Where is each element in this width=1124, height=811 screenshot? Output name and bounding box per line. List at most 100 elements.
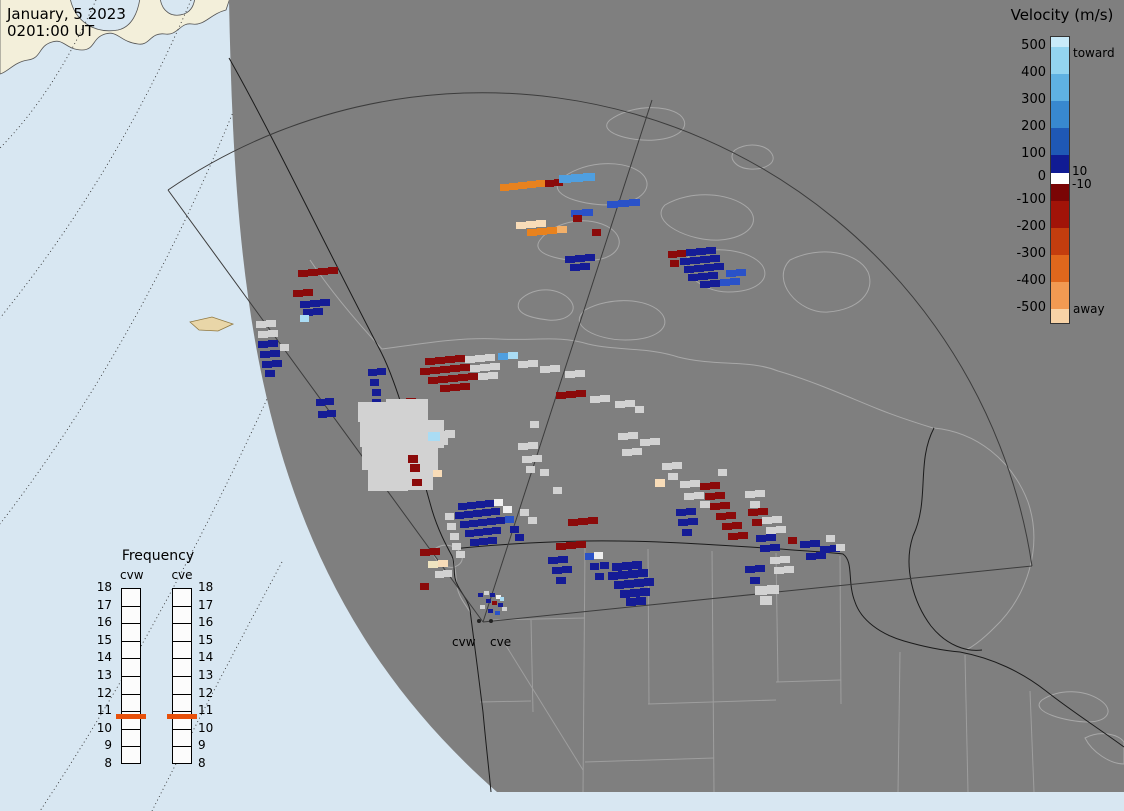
velocity-cell [458, 374, 468, 381]
velocity-cell [478, 519, 487, 526]
velocity-cell [810, 540, 820, 547]
velocity-cell [770, 557, 780, 564]
pos-threshold-label: 10 [1072, 164, 1088, 178]
velocity-cell [500, 597, 504, 601]
frequency-tick: 16 [96, 615, 112, 630]
velocity-cell [485, 500, 494, 507]
velocity-cell [630, 589, 640, 597]
velocity-cell [447, 523, 456, 530]
velocity-cell [420, 549, 430, 556]
colorbar-tick: 300 [1021, 92, 1046, 107]
velocity-cell [420, 583, 429, 590]
velocity-cell [767, 585, 779, 594]
velocity-cell [482, 509, 491, 516]
velocity-cell [636, 597, 646, 605]
velocity-cell [300, 301, 310, 308]
velocity-cell [516, 222, 526, 229]
velocity-cell [265, 370, 275, 377]
frequency-column-cve: cve [171, 568, 193, 582]
state-border-lines [479, 544, 1035, 793]
colorbar-tick: -500 [1016, 300, 1046, 315]
frequency-ladder-cvw [121, 588, 141, 764]
velocity-cell [640, 588, 650, 596]
colorbar-segment [1051, 309, 1069, 323]
velocity-cell [435, 357, 445, 364]
velocity-cell [258, 341, 268, 348]
velocity-cell [368, 369, 377, 376]
velocity-cell [710, 255, 720, 262]
velocity-cell [772, 516, 782, 523]
velocity-cell [556, 543, 566, 550]
velocity-cell [592, 229, 601, 236]
velocity-cell [268, 340, 278, 347]
velocity-cell [688, 518, 698, 525]
velocity-cell [270, 350, 280, 357]
frequency-tick: 9 [104, 738, 112, 753]
velocity-cell [638, 569, 648, 577]
velocity-cell [694, 265, 704, 272]
velocity-cell [440, 385, 450, 392]
colorbar-tick: 0 [1037, 169, 1046, 184]
radar-site-dot-cve [489, 619, 493, 623]
velocity-cell [708, 272, 718, 279]
frequency-marker-cvw [116, 714, 146, 719]
velocity-cell [568, 519, 578, 526]
velocity-cell [368, 469, 408, 491]
velocity-cell [450, 365, 460, 372]
colorbar-segment [1051, 228, 1069, 255]
velocity-cell [266, 320, 276, 327]
velocity-cell [420, 368, 430, 375]
velocity-cell [528, 517, 537, 524]
frequency-tick: 13 [96, 668, 112, 682]
velocity-cell [710, 280, 720, 287]
velocity-cell [726, 270, 736, 277]
velocity-cell [816, 552, 826, 559]
velocity-cell [585, 254, 595, 261]
velocity-cell [578, 518, 588, 525]
velocity-cell [500, 184, 509, 191]
velocity-cell [806, 553, 816, 560]
velocity-cell [480, 605, 485, 609]
velocity-cell [698, 273, 708, 280]
velocity-cell [575, 255, 585, 262]
graticule-dotted-lines [0, 0, 299, 811]
velocity-cell [686, 249, 696, 256]
velocity-cell [537, 228, 547, 235]
frequency-ladder-cve [172, 588, 192, 764]
colorbar-tick: -200 [1016, 219, 1046, 234]
colorbar-title: Velocity (m/s) [1010, 6, 1114, 24]
velocity-cell [762, 517, 772, 524]
velocity-cell [766, 527, 776, 534]
velocity-cell [478, 373, 488, 380]
frequency-tick: 9 [198, 738, 206, 753]
velocity-cell [491, 508, 500, 515]
velocity-cell [696, 248, 706, 255]
velocity-cell [830, 545, 840, 552]
frequency-tick: 11 [198, 703, 214, 718]
velocity-cell [618, 571, 628, 579]
velocity-cell [318, 268, 328, 275]
velocity-cell [570, 264, 580, 271]
velocity-cell [425, 358, 435, 365]
radar-label-cve: cve [490, 635, 512, 649]
velocity-cell [452, 543, 461, 550]
velocity-cell [766, 534, 776, 541]
velocity-cell [327, 410, 336, 417]
colorbar-tick: -300 [1016, 246, 1046, 261]
velocity-cell [256, 321, 266, 328]
velocity-cell [310, 300, 320, 307]
velocity-cell [496, 517, 505, 524]
velocity-cell [800, 541, 810, 548]
frequency-rung [173, 711, 191, 713]
velocity-cell [483, 528, 492, 535]
frequency-rung [173, 676, 191, 677]
colorbar-tick: 500 [1021, 38, 1046, 53]
frequency-tick: 12 [198, 685, 214, 700]
velocity-cell [536, 220, 546, 227]
velocity-cell [566, 391, 576, 398]
velocity-cell [505, 516, 514, 523]
aleutian-land-sliver [189, 316, 235, 332]
velocity-cell [554, 179, 563, 186]
velocity-cell [262, 361, 272, 368]
